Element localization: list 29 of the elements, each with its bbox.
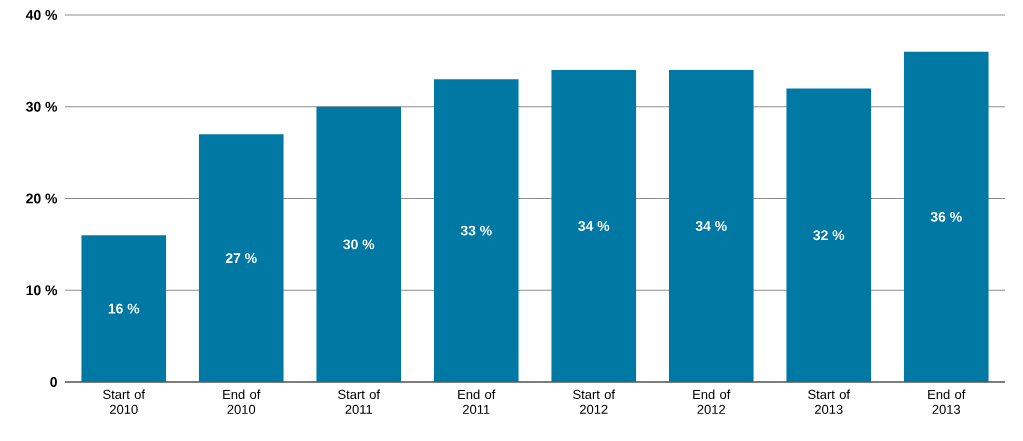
bar (198, 134, 284, 382)
bar (551, 70, 637, 382)
y-tick-label: 40 % (25, 10, 58, 20)
data-label: 32 % (813, 230, 845, 241)
x-tick-label: End of 2011 (458, 389, 496, 414)
data-label: 36 % (930, 211, 962, 222)
bar (903, 51, 989, 382)
data-label: 34 % (578, 221, 610, 231)
bar (668, 70, 754, 382)
x-tick-label: Start of 2010 (103, 389, 146, 414)
x-tick-label: End of 2010 (223, 389, 261, 414)
data-label: 16 % (108, 303, 140, 314)
x-tick-label: Start of 2012 (573, 389, 616, 414)
data-label: 27 % (225, 253, 257, 264)
data-label: 33 % (460, 225, 492, 236)
bar (786, 88, 872, 382)
data-label: 34 % (695, 221, 727, 231)
x-tick-label: Start of 2013 (808, 389, 851, 414)
data-label: 30 % (343, 239, 375, 250)
x-tick-label: Start of 2011 (338, 389, 381, 414)
bar (433, 79, 519, 382)
bar (316, 106, 402, 382)
y-tick-label: 20 % (26, 193, 58, 204)
x-tick-label: End of 2013 (928, 389, 966, 414)
y-tick-label: 0 (50, 377, 57, 387)
x-tick-label: End of 2012 (693, 389, 731, 414)
y-tick-label: 30 % (26, 101, 58, 112)
y-tick-label: 10 % (26, 285, 58, 296)
bar (81, 235, 167, 382)
